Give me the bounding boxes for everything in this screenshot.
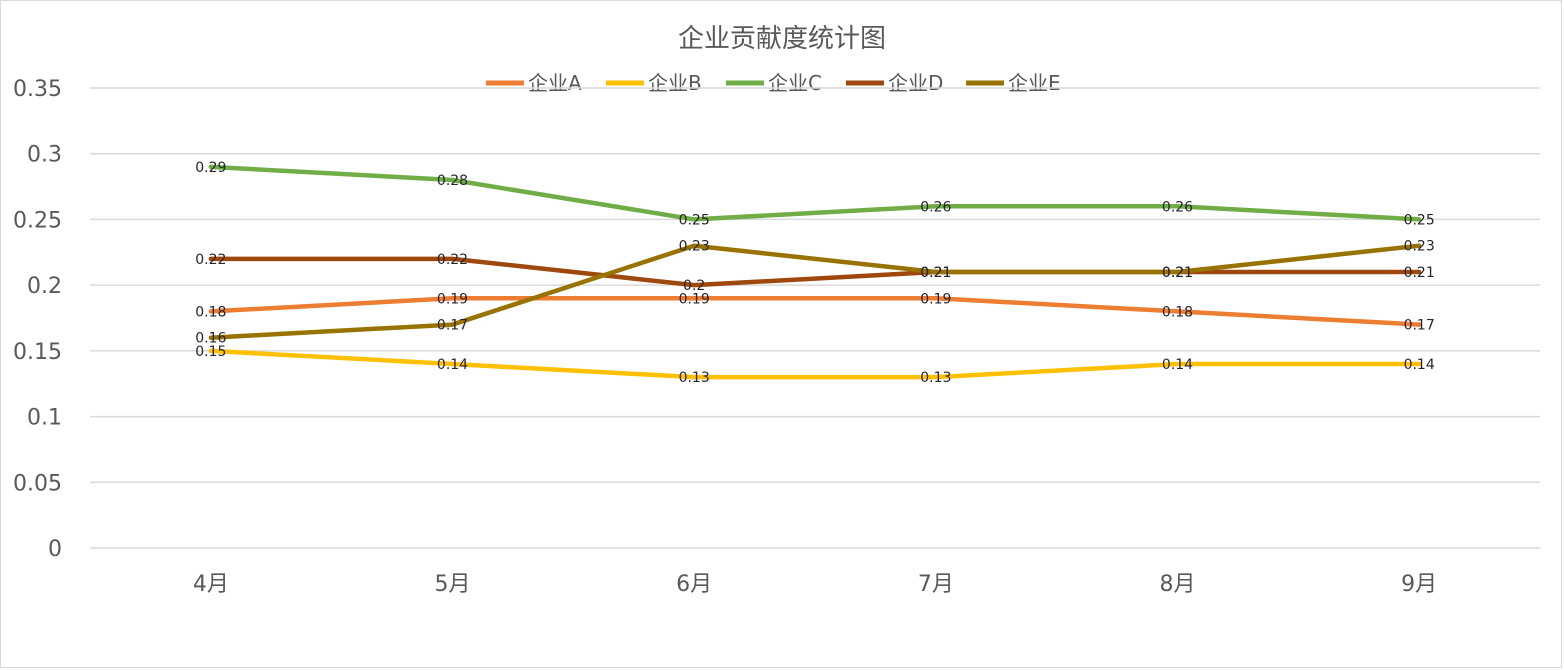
data-label: 0.25	[679, 212, 710, 228]
data-label: 0.21	[1162, 265, 1193, 281]
series-line-5	[208, 243, 1422, 340]
data-labels: 0.18 0.19 0.19 0.19 0.18 0.17 0.15 0.14 0.13 0.13…	[195, 160, 1435, 386]
x-tick-label: 9月	[1401, 572, 1437, 597]
series-lines	[208, 164, 1422, 380]
data-label: 0.21	[1404, 265, 1435, 281]
legend-label: 企业D	[888, 71, 943, 95]
legend-label: 企业A	[528, 71, 582, 95]
data-label: 0.19	[920, 291, 951, 307]
chart-grid	[90, 87, 1540, 549]
y-tick-label: 0.15	[13, 340, 62, 365]
series-line-4	[208, 256, 1422, 288]
y-tick-label: 0.05	[13, 471, 62, 496]
data-label: 0.16	[195, 331, 226, 347]
y-tick-label: 0	[48, 537, 62, 562]
y-tick-label: 0.1	[27, 406, 62, 431]
data-label: 0.19	[679, 291, 710, 307]
data-label: 0.25	[1404, 212, 1435, 228]
legend-label: 企业E	[1008, 71, 1061, 95]
x-tick-label: 4月	[193, 572, 229, 597]
data-label: 0.15	[195, 344, 226, 360]
chart-title: 企业贡献度统计图	[678, 24, 886, 54]
data-label: 0.21	[920, 265, 951, 281]
data-label: 0.29	[195, 160, 226, 176]
data-label: 0.17	[1404, 318, 1435, 334]
x-tick-label: 5月	[435, 572, 471, 597]
data-label: 0.26	[1162, 199, 1193, 215]
x-tick-label: 6月	[676, 572, 712, 597]
x-axis: 4月 5月 6月 7月 8月 9月	[193, 572, 1437, 597]
data-label: 0.23	[1404, 239, 1435, 255]
y-tick-label: 0.25	[13, 208, 62, 233]
data-label: 0.28	[437, 173, 468, 189]
data-label: 0.26	[920, 199, 951, 215]
data-label: 0.23	[679, 239, 710, 255]
chart-legend: 企业A 企业B 企业C 企业D 企业E	[486, 71, 1061, 95]
x-tick-label: 8月	[1160, 572, 1196, 597]
data-label: 0.19	[437, 291, 468, 307]
data-label: 0.17	[437, 318, 468, 334]
data-label: 0.13	[679, 370, 710, 386]
series-line-1	[208, 296, 1422, 327]
series-line-2	[208, 348, 1422, 380]
y-tick-label: 0.35	[13, 77, 62, 102]
y-tick-label: 0.3	[27, 143, 62, 168]
data-label: 0.21	[1162, 265, 1193, 281]
data-label: 0.14	[1404, 357, 1435, 373]
data-label: 0.18	[1162, 304, 1193, 320]
legend-label: 企业B	[648, 71, 702, 95]
x-tick-label: 7月	[918, 572, 954, 597]
data-label: 0.22	[437, 252, 468, 268]
data-label: 0.13	[920, 370, 951, 386]
data-label: 0.14	[1162, 357, 1193, 373]
series-line-3	[208, 164, 1422, 222]
y-axis: 0 0.05 0.1 0.15 0.2 0.25 0.3 0.35	[13, 77, 62, 562]
data-label: 0.21	[920, 265, 951, 281]
data-label: 0.2	[683, 278, 705, 294]
y-tick-label: 0.2	[27, 274, 62, 299]
data-label: 0.18	[195, 304, 226, 320]
data-label: 0.14	[437, 357, 468, 373]
legend-label: 企业C	[768, 71, 822, 95]
data-label: 0.22	[195, 252, 226, 268]
